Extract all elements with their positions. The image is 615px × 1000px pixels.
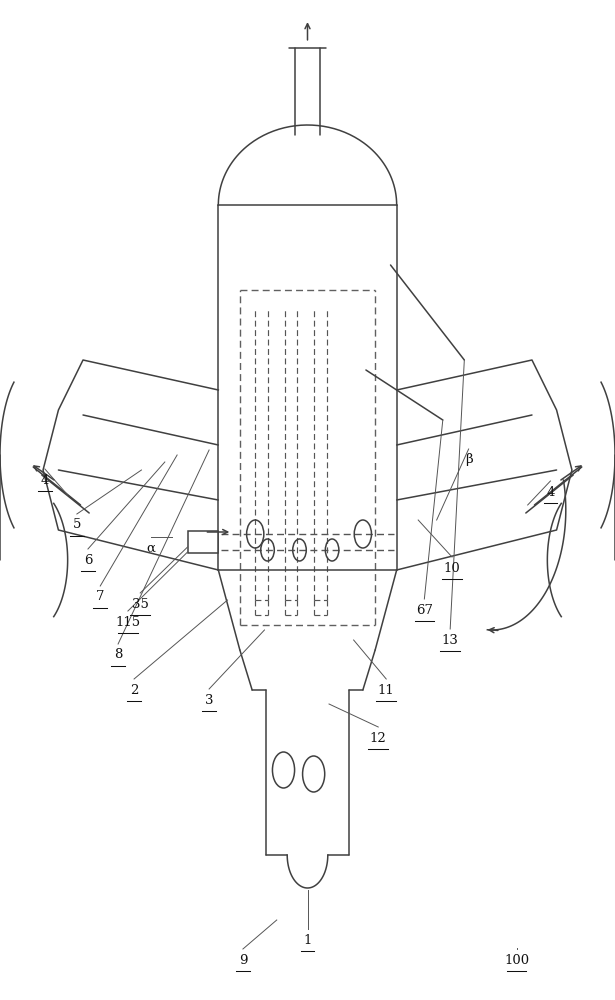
Text: 6: 6 [84, 554, 92, 566]
Text: 100: 100 [504, 954, 529, 966]
Text: 4: 4 [41, 474, 49, 487]
Text: α: α [146, 542, 155, 554]
Text: 10: 10 [443, 562, 461, 574]
Bar [188, 531, 218, 553]
Text: 115: 115 [116, 615, 140, 629]
Text: 67: 67 [416, 603, 433, 616]
Text: 9: 9 [239, 954, 247, 966]
Text: 2: 2 [130, 684, 138, 696]
Text: 8: 8 [114, 648, 122, 662]
Text: 35: 35 [132, 597, 149, 610]
Text: 3: 3 [205, 694, 213, 706]
Text: 11: 11 [378, 684, 395, 696]
Text: 1: 1 [303, 934, 312, 946]
Text: 13: 13 [442, 634, 459, 647]
Text: 4: 4 [546, 486, 555, 498]
Text: 5: 5 [73, 518, 81, 532]
Text: 12: 12 [370, 732, 387, 744]
Text: 7: 7 [96, 590, 105, 603]
Text: β: β [465, 454, 472, 466]
